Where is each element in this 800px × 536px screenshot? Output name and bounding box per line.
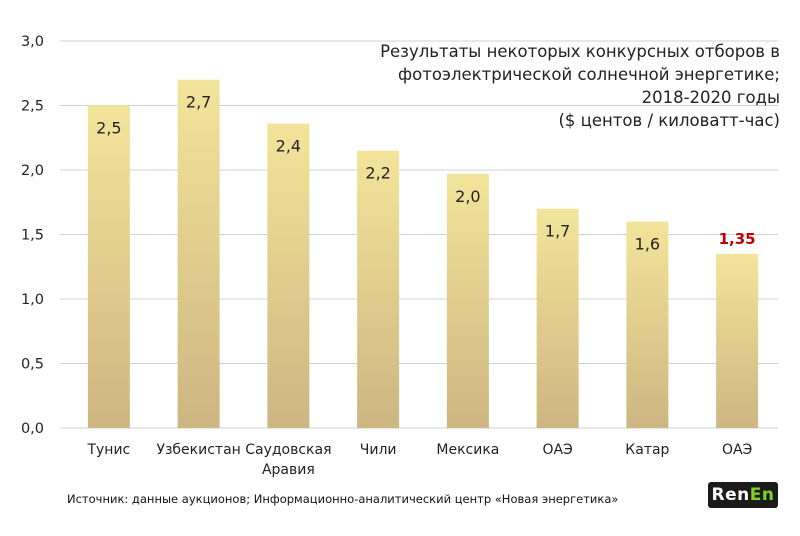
value-label: 2,0 (455, 187, 480, 206)
value-label: 2,4 (276, 137, 301, 156)
chart-title-line: фотоэлектрической солнечной энергетике; (398, 65, 780, 84)
value-label: 1,6 (635, 235, 660, 254)
bar (536, 208, 579, 428)
y-tick-label: 0,0 (21, 421, 44, 437)
category-label: Мексика (436, 442, 499, 458)
y-axis-ticks: 0,0 0,5 1,0 1,5 2,0 2,5 3,0 (21, 34, 44, 437)
logo-part-ren: Ren (711, 485, 750, 505)
bar (716, 253, 759, 428)
chart-title-line: ($ центов / киловатт-час) (558, 111, 780, 130)
value-label: 2,2 (365, 164, 390, 183)
renen-logo: Ren En (708, 482, 778, 508)
bar (357, 150, 400, 428)
logo-part-en: En (749, 485, 775, 505)
source-note: Источник: данные аукционов; Информационн… (67, 492, 619, 506)
y-tick-label: 2,5 (21, 99, 44, 115)
bar (446, 173, 489, 428)
bars (87, 79, 759, 428)
value-label: 2,5 (96, 119, 121, 138)
y-tick-label: 0,5 (21, 357, 44, 373)
category-label: Катар (625, 442, 669, 458)
value-label: 1,35 (719, 230, 756, 248)
y-tick-label: 2,0 (21, 163, 44, 179)
category-label: Чили (360, 442, 397, 458)
category-labels: Тунис Узбекистан Саудовская Аравия Чили Мекси… (86, 442, 752, 478)
chart-title: Результаты некоторых конкурсных отборов … (320, 40, 780, 132)
category-label: ОАЭ (542, 442, 572, 458)
value-label: 1,7 (545, 222, 570, 241)
chart-title-line: 2018-2020 годы (641, 88, 780, 107)
bar (267, 123, 310, 428)
y-tick-label: 1,0 (21, 292, 44, 308)
bar (87, 105, 130, 428)
value-labels: 2,5 2,7 2,4 2,2 2,0 1,7 1,6 1,35 (96, 93, 755, 254)
bar (626, 221, 669, 428)
y-tick-label: 3,0 (21, 34, 44, 50)
bar (177, 79, 220, 428)
y-tick-label: 1,5 (21, 228, 44, 244)
category-label: Тунис (86, 442, 130, 458)
category-label: Узбекистан (156, 442, 240, 458)
category-label: ОАЭ (722, 442, 752, 458)
chart-title-line: Результаты некоторых конкурсных отборов … (380, 42, 780, 61)
value-label: 2,7 (186, 93, 211, 112)
category-label: Саудовская Аравия (245, 442, 331, 478)
